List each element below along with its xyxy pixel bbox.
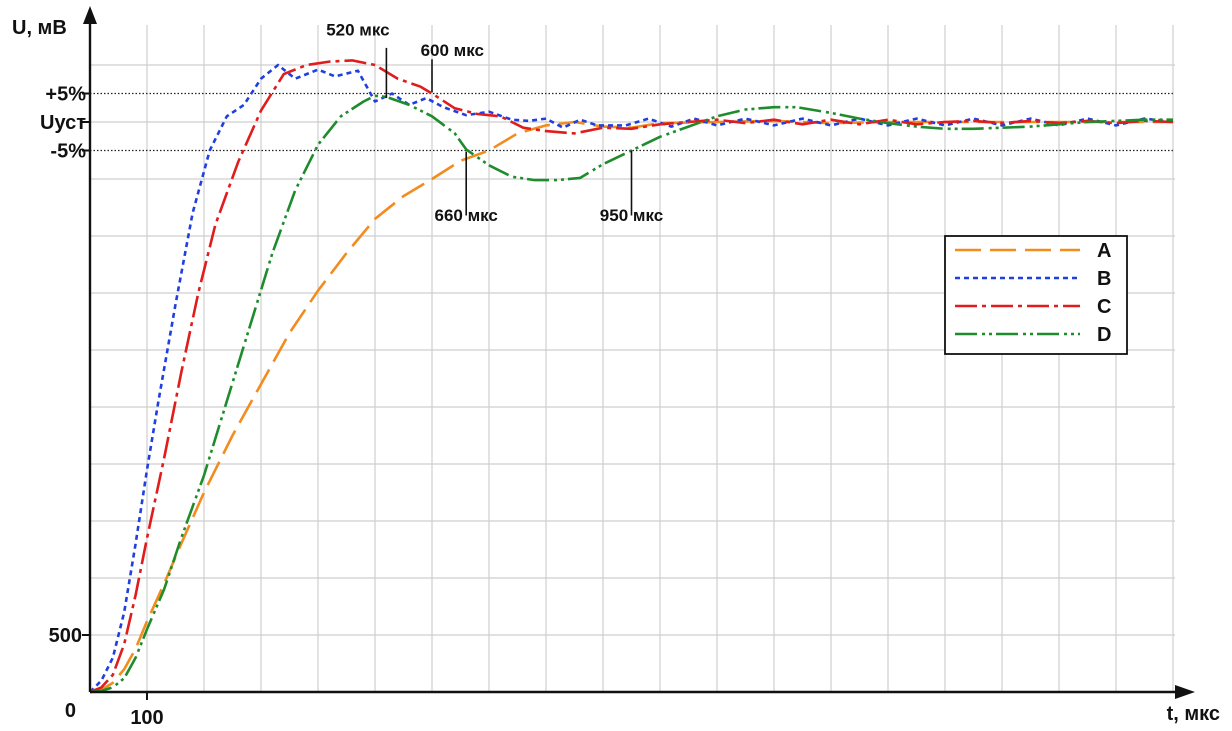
- x-axis-title: t, мкс: [1167, 703, 1220, 725]
- x-tick-label-100: 100: [130, 707, 163, 729]
- axes: 100 500 0 U, мВ t, мкс: [12, 6, 1220, 729]
- legend-label-D: D: [1097, 324, 1111, 346]
- series-line-D: [89, 94, 1173, 694]
- annotation-label-2: 600 мкс: [421, 41, 484, 60]
- ref-label-ust: Uуст: [40, 112, 86, 134]
- y-tick-label-500: 500: [49, 625, 82, 647]
- annotation-label-1: 520 мкс: [326, 20, 389, 39]
- annotation-label-4: 950 мкс: [600, 206, 663, 225]
- legend-label-C: C: [1097, 296, 1111, 318]
- ref-label-minus5: -5%: [50, 141, 86, 163]
- grid: [90, 25, 1175, 692]
- origin-label: 0: [65, 700, 76, 722]
- x-axis-arrow: [1175, 685, 1195, 699]
- series-line-A: [89, 119, 1173, 694]
- y-axis-arrow: [83, 6, 97, 24]
- legend-label-B: B: [1097, 268, 1111, 290]
- series-line-C: [89, 59, 1174, 694]
- y-axis-title: U, мВ: [12, 17, 67, 39]
- ref-label-plus5: +5%: [45, 84, 86, 106]
- series-group: [89, 59, 1174, 694]
- annotation-label-3: 660 мкс: [434, 206, 497, 225]
- legend-label-A: A: [1097, 240, 1111, 262]
- annotations: 520 мкс 600 мкс 660 мкс 950 мкс: [326, 20, 663, 225]
- reference-lines: +5% Uуст -5%: [40, 84, 1175, 163]
